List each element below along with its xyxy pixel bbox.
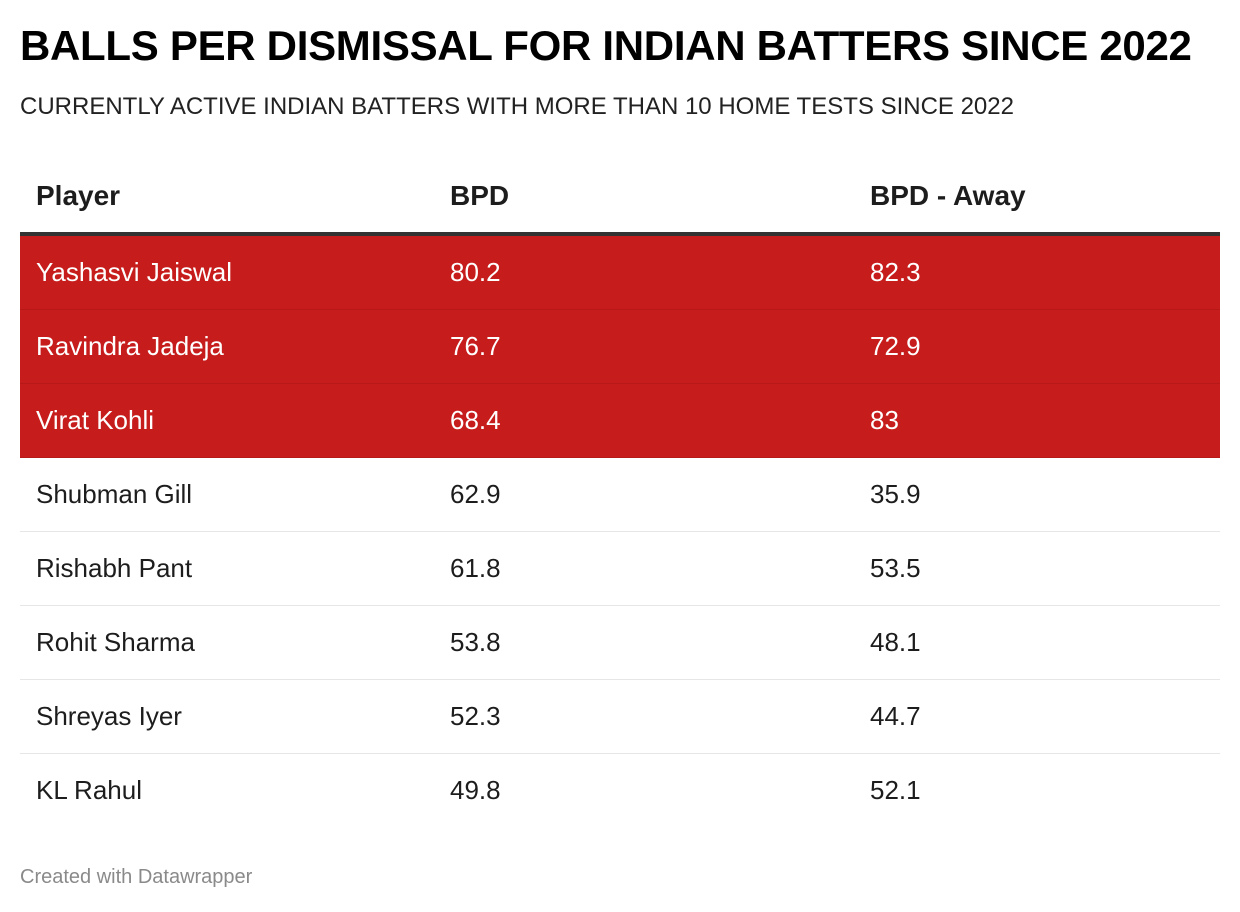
cell-player: Ravindra Jadeja (20, 309, 434, 384)
cell-player: Rishabh Pant (20, 531, 434, 606)
cell-bpd-away: 83 (854, 383, 1220, 458)
cell-bpd: 80.2 (434, 234, 854, 310)
chart-title: BALLS PER DISMISSAL FOR INDIAN BATTERS S… (20, 22, 1192, 69)
cell-bpd-away: 53.5 (854, 531, 1220, 606)
chart-subtitle: CURRENTLY ACTIVE INDIAN BATTERS WITH MOR… (20, 93, 1014, 120)
cell-bpd-away: 44.7 (854, 679, 1220, 754)
cell-bpd: 76.7 (434, 309, 854, 384)
cell-bpd: 53.8 (434, 605, 854, 680)
cell-player: KL Rahul (36, 775, 142, 805)
cell-bpd: 62.9 (434, 457, 854, 532)
table-row: Shreyas Iyer 52.3 44.7 (20, 679, 1220, 754)
cell-player: Shubman Gill (20, 457, 434, 532)
table-body: Yashasvi Jaiswal 80.2 82.3 Ravindra Jadeja 7… (20, 234, 1220, 827)
column-header-bpd[interactable]: BPD (434, 160, 854, 236)
cell-bpd-away: 48.1 (854, 605, 1220, 680)
cell-bpd-away: 72.9 (854, 309, 1220, 384)
column-header-bpd-away[interactable]: BPD - Away (854, 160, 1220, 236)
cell-player: Rohit Sharma (20, 605, 434, 680)
column-header-player[interactable]: Player (20, 160, 434, 236)
cell-bpd: 49.8 (450, 775, 501, 805)
cell-bpd-away: 82.3 (854, 234, 1220, 310)
table-row: KL Rahul 49.8 52.1 (20, 754, 1220, 828)
data-table: Player BPD BPD - Away Yashasvi Jaiswal 80… (20, 160, 1220, 827)
table-header-row: Player BPD BPD - Away (20, 160, 1220, 236)
cell-bpd: 61.8 (434, 531, 854, 606)
table-row: Rishabh Pant 61.8 53.5 (20, 531, 1220, 606)
table-row: Virat Kohli 68.4 83 (20, 383, 1220, 458)
table-row: Ravindra Jadeja 76.7 72.9 (20, 309, 1220, 384)
cell-bpd: 52.3 (434, 679, 854, 754)
cell-bpd-away: 35.9 (854, 457, 1220, 532)
table-row: Yashasvi Jaiswal 80.2 82.3 (20, 234, 1220, 310)
cell-player: Shreyas Iyer (20, 679, 434, 754)
cell-bpd-away: 52.1 (870, 775, 921, 805)
cell-bpd: 68.4 (434, 383, 854, 458)
cell-player: Virat Kohli (20, 383, 434, 458)
table-row: Rohit Sharma 53.8 48.1 (20, 605, 1220, 680)
footer-credit: Created with Datawrapper (20, 866, 253, 888)
cell-player: Yashasvi Jaiswal (20, 234, 434, 310)
table-row: Shubman Gill 62.9 35.9 (20, 457, 1220, 532)
